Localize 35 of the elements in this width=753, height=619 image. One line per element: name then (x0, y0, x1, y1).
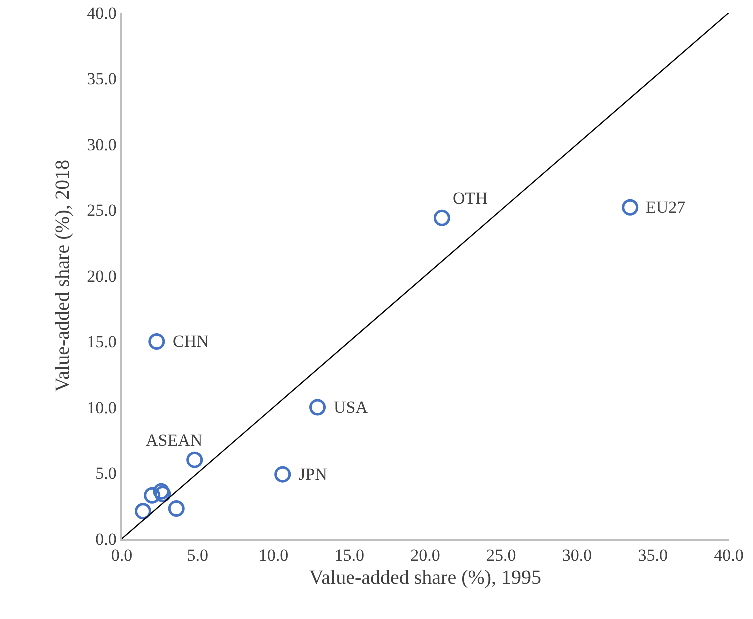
y-tick-label: 35.0 (87, 70, 117, 89)
point (144, 487, 161, 504)
annotation: USA (334, 398, 369, 417)
point (274, 466, 292, 483)
x-tick-label: 30.0 (562, 546, 592, 566)
x-tick-label: 5.0 (187, 546, 209, 566)
annotation: OTH (453, 189, 488, 208)
y-tick-label: 15.0 (87, 332, 117, 352)
y-tick-label: 5.0 (96, 464, 117, 484)
point (434, 210, 450, 226)
point (148, 334, 166, 350)
y-axis-title: Value-added share (%), 2018 (52, 160, 74, 392)
annotation: EU27 (646, 198, 686, 217)
point (168, 500, 185, 518)
y-tick-label: 40.0 (87, 4, 117, 23)
point (153, 483, 170, 500)
x-tick-label: 20.0 (410, 546, 440, 566)
x-tick-label: 0.0 (111, 546, 133, 566)
annotation: CHN (173, 332, 209, 351)
annotation: JPN (299, 465, 328, 484)
y-tick-label: 30.0 (87, 135, 117, 154)
y-tick-label: 20.0 (87, 266, 117, 286)
annotation: ASEAN (146, 431, 203, 450)
point (186, 452, 204, 468)
x-tick-label: 25.0 (486, 546, 516, 566)
x-axis-title: Value-added share (%), 1995 (309, 567, 542, 590)
x-tick-label: 35.0 (638, 546, 668, 566)
y-tick-label: 25.0 (87, 201, 117, 220)
point (622, 199, 639, 216)
y-tick-label: 0.0 (96, 530, 117, 549)
y-tick-label: 10.0 (87, 398, 117, 418)
x-tick-label: 15.0 (334, 546, 365, 566)
x-tick-label: 10.0 (258, 546, 289, 566)
x-tick-label: 40.0 (714, 546, 744, 566)
point (310, 399, 326, 416)
